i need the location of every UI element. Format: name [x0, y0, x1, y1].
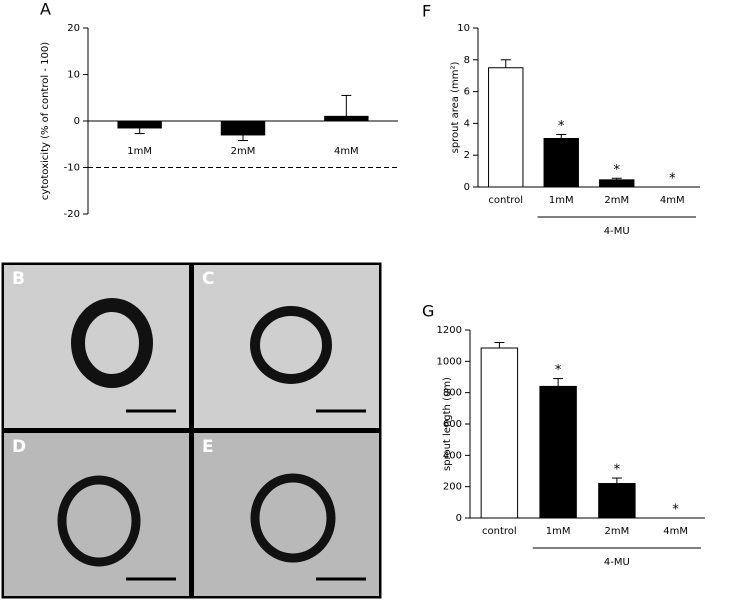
tissue-ring	[250, 306, 332, 384]
x-tick-label: 2mM	[604, 195, 629, 206]
bar	[488, 67, 524, 188]
significance-mark: *	[555, 363, 562, 378]
y-axis-label: sprout area (mm²)	[450, 62, 461, 154]
bar	[220, 120, 266, 136]
y-tick-label: 0	[456, 513, 462, 524]
y-tick-label: 200	[443, 482, 462, 493]
x-tick-label: 2mM	[605, 526, 630, 537]
group-label: 4-MU	[604, 557, 630, 568]
x-tick-label: 4mM	[334, 146, 359, 157]
micrograph-label: E	[202, 437, 214, 457]
panel-label: G	[422, 302, 434, 321]
y-axis-label: sprout length (um)	[442, 377, 453, 471]
y-tick-label: -20	[64, 209, 80, 220]
y-tick-label: 1200	[437, 325, 462, 336]
x-tick-label: 1mM	[549, 195, 574, 206]
x-tick-label: 2mM	[231, 146, 256, 157]
y-tick-label: 800	[443, 388, 462, 399]
y-tick-label: 20	[67, 23, 80, 34]
significance-mark: *	[614, 463, 621, 478]
bar	[539, 385, 577, 519]
y-tick-label: -10	[64, 163, 80, 174]
micrograph	[4, 433, 189, 596]
x-tick-label: control	[482, 526, 517, 537]
y-axis-label: cytotoxicity (% of control - 100)	[40, 42, 51, 200]
micrograph-grid: B C D E	[1, 262, 382, 599]
x-tick-label: 1mM	[127, 146, 152, 157]
y-tick-label: 6	[464, 87, 470, 98]
y-tick-label: 8	[464, 55, 470, 66]
tissue-ring	[57, 475, 141, 567]
y-tick-label: 4	[464, 118, 470, 129]
significance-mark: *	[558, 119, 565, 134]
y-tick-label: 600	[443, 419, 462, 430]
bar	[543, 138, 579, 188]
bar	[480, 347, 519, 519]
group-label: 4-MU	[604, 226, 630, 237]
micrograph	[4, 265, 189, 428]
y-tick-label: 0	[74, 116, 80, 127]
bar	[598, 483, 636, 519]
tissue-ring	[71, 298, 153, 388]
panel-label: F	[422, 2, 431, 21]
micrograph-label: B	[12, 269, 25, 289]
tissue-ring	[250, 473, 336, 563]
y-tick-label: 400	[443, 450, 462, 461]
micrograph-label: D	[12, 437, 26, 457]
bar	[117, 120, 162, 129]
panel-label: A	[40, 0, 51, 19]
micrograph-label: C	[202, 269, 214, 289]
significance-mark: *	[614, 163, 621, 178]
y-tick-label: 2	[464, 150, 470, 161]
significance-mark: *	[669, 172, 676, 187]
bar	[324, 115, 369, 122]
y-tick-label: 10	[67, 70, 80, 81]
micrograph	[194, 433, 379, 596]
significance-mark: *	[672, 503, 679, 518]
y-tick-label: 10	[457, 23, 470, 34]
y-tick-label: 1000	[437, 356, 462, 367]
x-tick-label: 4mM	[660, 195, 685, 206]
y-tick-label: 0	[464, 182, 470, 193]
micrograph	[194, 265, 379, 428]
x-tick-label: 4mM	[663, 526, 688, 537]
bar	[599, 179, 635, 188]
x-tick-label: 1mM	[546, 526, 571, 537]
x-tick-label: control	[488, 195, 523, 206]
